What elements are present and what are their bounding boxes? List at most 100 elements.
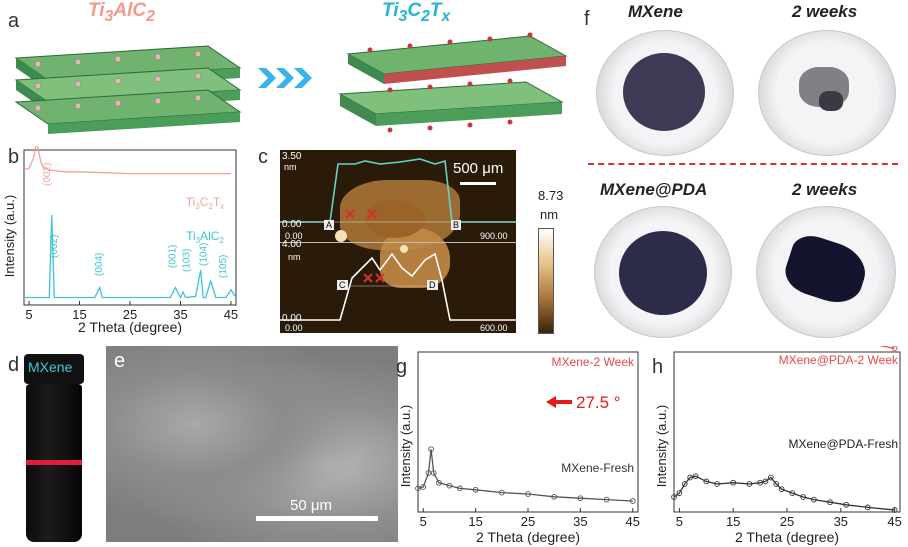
- series-point: [773, 481, 780, 487]
- petri-dish-mxene: [596, 30, 734, 156]
- mxene-vial: [26, 384, 82, 542]
- series-point: [692, 473, 699, 480]
- petri-dish-mxene-pda: [594, 206, 732, 338]
- x-tick-label: 45: [887, 514, 901, 529]
- chart-g-xlabel: 2 Theta (degree): [476, 529, 580, 545]
- x-tick-label: 15: [726, 514, 740, 529]
- series-point: [757, 479, 763, 486]
- x-tick-label: 5: [676, 514, 683, 529]
- sem-scale-bar: [256, 516, 378, 521]
- series-point: [472, 486, 479, 493]
- series-point: [891, 507, 898, 513]
- afm-x-min-bottom: 0.00: [285, 323, 303, 333]
- series-point: [671, 494, 677, 500]
- photo-label-mxene-pda: MXene@PDA: [600, 180, 708, 199]
- chart-g-ylabel: Intensity (a.u.): [398, 405, 413, 487]
- photo-label-mxene-pda-2weeks: 2 weeks: [792, 180, 858, 199]
- x-tick-label: 35: [173, 307, 187, 322]
- red-dashed-divider: [588, 163, 898, 165]
- x-tick-label: 25: [780, 514, 794, 529]
- annotation-27-5-deg: 27.5 °: [576, 393, 621, 412]
- series-point: [603, 496, 610, 503]
- panel-letter-c: c: [258, 146, 268, 168]
- xrd-chart-mxene-pda-aging: 5 15 25 35 45 Intensity (a.u.) 2 Theta (degr…: [654, 346, 902, 545]
- series-point: [730, 479, 737, 486]
- x-tick-label: 15: [468, 514, 482, 529]
- series-point: [768, 474, 774, 481]
- xrd-chart-mxene-aging: 5 15 25 35 45 Intensity (a.u.) 2 Theta (degr…: [398, 351, 640, 545]
- afm-marker-b: B: [451, 220, 462, 230]
- photo-label-mxene: MXene: [628, 2, 683, 21]
- chart-h-xlabel: 2 Theta (degree): [735, 529, 839, 545]
- ti3c2tx-crystal-structure: [338, 32, 568, 133]
- legend-mxene-2week: MXene-2 Week: [552, 355, 635, 369]
- triple-chevron-arrow-icon: [258, 68, 312, 88]
- series-point: [843, 501, 850, 508]
- series-point: [577, 495, 584, 502]
- afm-image: [280, 150, 516, 333]
- annotation-arrow-icon: [546, 396, 572, 408]
- series-point: [676, 490, 683, 496]
- afm-marker-d: D: [427, 280, 438, 290]
- legend-mxene-pda-2week: MXene@PDA-2 Week: [779, 353, 899, 367]
- panel-a-left-title: Ti3AlC2: [88, 0, 155, 25]
- afm-scale-bar-label: 500 μm: [453, 160, 504, 177]
- series-line-0: [23, 146, 231, 175]
- afm-x-min-top: 0.00: [285, 231, 303, 241]
- series-point: [687, 474, 693, 481]
- peak-label-ti3alc2: (103): [182, 249, 193, 272]
- series-label-ti3c2tx: Ti3C2Tx: [186, 195, 224, 211]
- series-line-0: [878, 346, 895, 350]
- series-point: [778, 486, 785, 493]
- panel-letter-f: f: [584, 8, 590, 30]
- legend-mxene-pda-fresh: MXene@PDA-Fresh: [788, 437, 898, 451]
- series-point: [498, 489, 505, 496]
- x-tick-label: 35: [573, 514, 587, 529]
- afm-colorbar-unit: nm: [540, 207, 559, 222]
- x-tick-label: 25: [123, 307, 137, 322]
- series-label-ti3alc2: Ti3AlC2: [186, 229, 224, 245]
- chart-b-ylabel: Intensity (a.u.): [2, 195, 17, 277]
- x-tick-label: 15: [72, 307, 86, 322]
- peak-label-ti3alc2: (105): [218, 255, 229, 278]
- afm-y-min-top: 0.00: [282, 219, 302, 230]
- afm-height-profiles: [280, 158, 516, 321]
- series-line-1: [673, 475, 895, 511]
- series-point: [430, 470, 437, 476]
- photo-label-mxene-2weeks: 2 weeks: [792, 2, 858, 21]
- panel-letter-h: h: [652, 356, 664, 378]
- afm-x-max-bottom: 600.00: [480, 323, 508, 333]
- series-point: [629, 498, 636, 504]
- x-tick-label: 5: [420, 514, 427, 529]
- series-point: [457, 485, 463, 492]
- afm-y-unit-top: nm: [284, 162, 297, 172]
- xrd-chart-ti3alc2: 5 15 25 35 45 Intensity (a.u.) 2 Theta (degr…: [2, 146, 238, 335]
- vial-cap: [24, 354, 84, 384]
- series-point: [762, 478, 769, 485]
- chart-h-ylabel: Intensity (a.u.): [654, 405, 669, 487]
- afm-colorbar-max: 8.73: [538, 188, 564, 203]
- afm-y-unit-bottom: nm: [288, 252, 301, 262]
- petri-dish-mxene-pda-2weeks: [756, 206, 896, 338]
- series-point: [714, 481, 720, 487]
- series-point: [420, 484, 427, 490]
- series-point: [891, 346, 898, 352]
- afm-y-min-bottom: 0.00: [282, 313, 302, 324]
- series-point: [703, 478, 710, 485]
- series-line-1: [24, 214, 237, 299]
- series-line-1: [417, 449, 633, 502]
- series-point: [428, 446, 434, 453]
- afm-marker-c: C: [337, 280, 348, 290]
- vial-label: MXene: [28, 359, 73, 375]
- series-point: [446, 482, 453, 489]
- sem-scale-bar-label: 50 μm: [290, 497, 332, 514]
- series-point: [681, 481, 688, 487]
- peak-label-ti3c2tx-002: (002): [42, 163, 53, 186]
- x-tick-label: 35: [834, 514, 848, 529]
- panel-letter-b: b: [8, 146, 20, 168]
- series-point: [551, 493, 558, 500]
- peak-label-ti3alc2: (001): [167, 245, 178, 268]
- peak-label-ti3alc2: (104): [199, 243, 210, 266]
- x-tick-label: 45: [626, 514, 640, 529]
- x-tick-label: 5: [25, 307, 32, 322]
